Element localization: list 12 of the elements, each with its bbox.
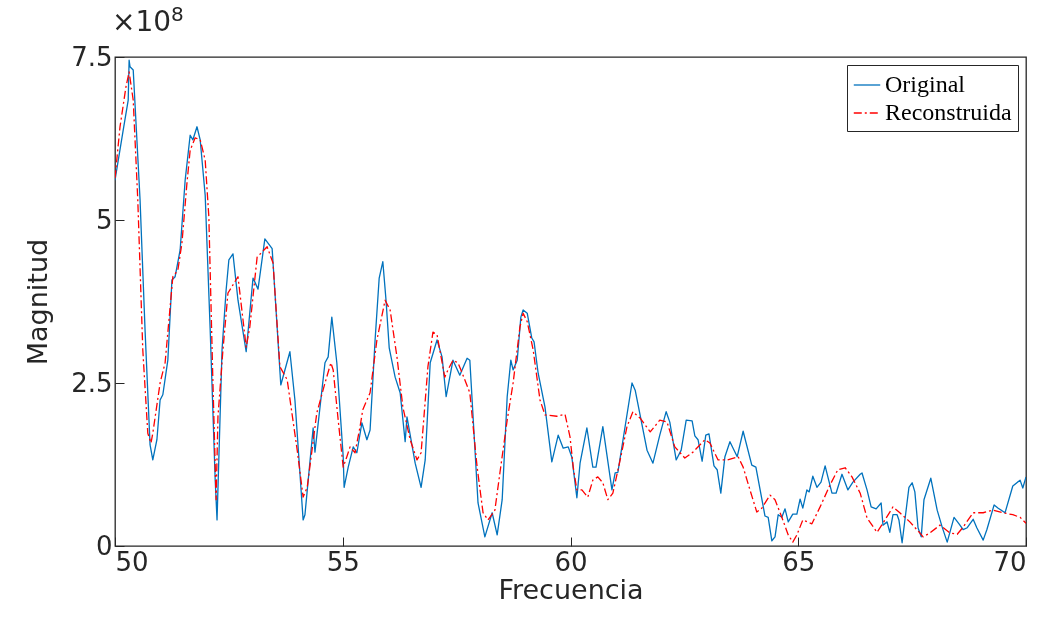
y-tick-label: 0 <box>95 530 113 561</box>
text: ×10$^{8}$ <box>112 2 184 39</box>
y-tick-label: 2.5 <box>71 367 113 398</box>
y-axis-title: Magnitud <box>22 238 54 366</box>
y-tick-label: 7.5 <box>71 41 113 72</box>
x-tick-label: 50 <box>115 546 149 577</box>
legend-label: Reconstruida <box>885 99 1012 125</box>
x-tick-label: 65 <box>782 546 816 577</box>
y-tick-label: 5 <box>95 204 113 235</box>
x-tick-label: 55 <box>326 546 360 577</box>
legend-label: Original <box>885 71 966 97</box>
x-tick-label: 70 <box>993 546 1027 577</box>
